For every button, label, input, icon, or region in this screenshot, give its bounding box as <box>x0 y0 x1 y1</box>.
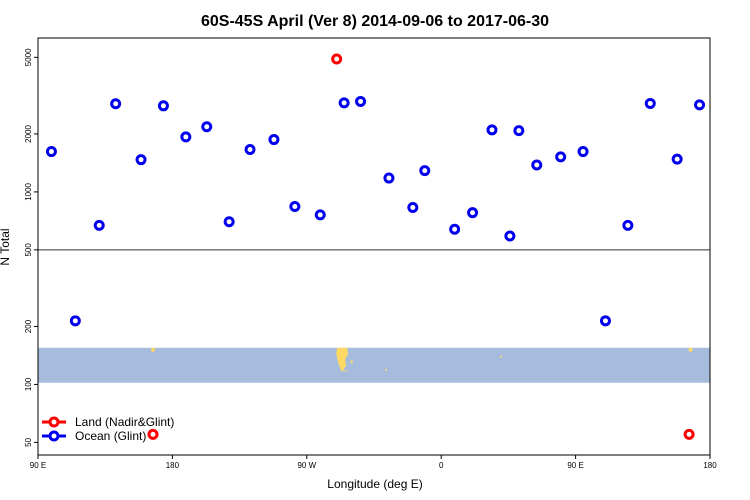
ocean-point <box>45 146 57 158</box>
map-land-falklands <box>350 360 353 364</box>
y-tick-label: 200 <box>24 319 33 333</box>
ocean-point <box>157 100 169 112</box>
y-tick-label: 1000 <box>24 182 33 200</box>
ocean-point <box>599 315 611 327</box>
ocean-point <box>644 97 656 109</box>
series-0 <box>147 53 695 440</box>
ocean-point <box>383 172 395 184</box>
x-tick-label: 180 <box>703 461 717 470</box>
x-axis-label: Longitude (deg E) <box>327 477 422 491</box>
ocean-point <box>486 124 498 136</box>
chart-title: 60S-45S April (Ver 8) 2014-09-06 to 2017… <box>201 13 549 30</box>
ocean-point <box>93 219 105 231</box>
ocean-point <box>289 200 301 212</box>
ocean-point <box>338 97 350 109</box>
legend-marker <box>48 416 60 428</box>
ocean-point <box>671 153 683 165</box>
plot-frame <box>37 37 711 456</box>
ocean-point <box>513 125 525 137</box>
y-tick-label: 50 <box>24 437 33 446</box>
ocean-point <box>504 230 516 242</box>
ocean-point <box>407 201 419 213</box>
map-land-island <box>499 355 502 358</box>
x-axis: 90 E 180 90 W 0 90 E 180 <box>30 455 717 470</box>
ocean-point <box>135 154 147 166</box>
legend-label: Ocean (Glint) <box>75 429 146 443</box>
x-tick-label: 0 <box>439 461 444 470</box>
data-points <box>45 53 706 440</box>
x-tick-label: 90 E <box>30 461 46 470</box>
ocean-point <box>180 131 192 143</box>
ocean-point <box>223 216 235 228</box>
land-point <box>147 428 159 440</box>
y-tick-label: 5000 <box>24 48 33 66</box>
x-tick-label: 180 <box>166 461 180 470</box>
ocean-point <box>622 219 634 231</box>
y-axis: 50 100 200 500 1000 2000 5000 <box>24 48 38 447</box>
map-band <box>38 347 710 383</box>
legend: Land (Nadir&Glint)Ocean (Glint) <box>42 415 174 443</box>
ocean-point <box>555 151 567 163</box>
ocean-point <box>244 144 256 156</box>
ocean-point <box>201 121 213 133</box>
ocean-point <box>314 209 326 221</box>
ocean-point <box>419 165 431 177</box>
land-point <box>331 53 343 65</box>
series-1 <box>45 95 706 327</box>
y-tick-label: 500 <box>24 243 33 257</box>
legend-marker <box>48 430 60 442</box>
x-tick-label: 90 W <box>297 461 316 470</box>
land-point <box>683 428 695 440</box>
map-land-south-america <box>336 347 350 372</box>
map-land-new-zealand <box>150 347 155 352</box>
ocean-point <box>110 98 122 110</box>
ocean-point <box>268 134 280 146</box>
y-tick-label: 2000 <box>24 124 33 142</box>
ocean-point <box>355 95 367 107</box>
ocean-point <box>69 315 81 327</box>
x-tick-label: 90 E <box>567 461 583 470</box>
ocean-point <box>467 207 479 219</box>
ocean-point <box>531 159 543 171</box>
map-land-new-zealand-2 <box>688 347 693 352</box>
y-axis-label: N Total <box>0 228 12 265</box>
y-tick-label: 100 <box>24 377 33 391</box>
map-ocean <box>38 347 710 383</box>
ocean-point <box>577 146 589 158</box>
legend-label: Land (Nadir&Glint) <box>75 415 174 429</box>
ocean-point <box>694 99 706 111</box>
map-land-south-georgia <box>384 368 387 371</box>
ocean-point <box>449 223 461 235</box>
